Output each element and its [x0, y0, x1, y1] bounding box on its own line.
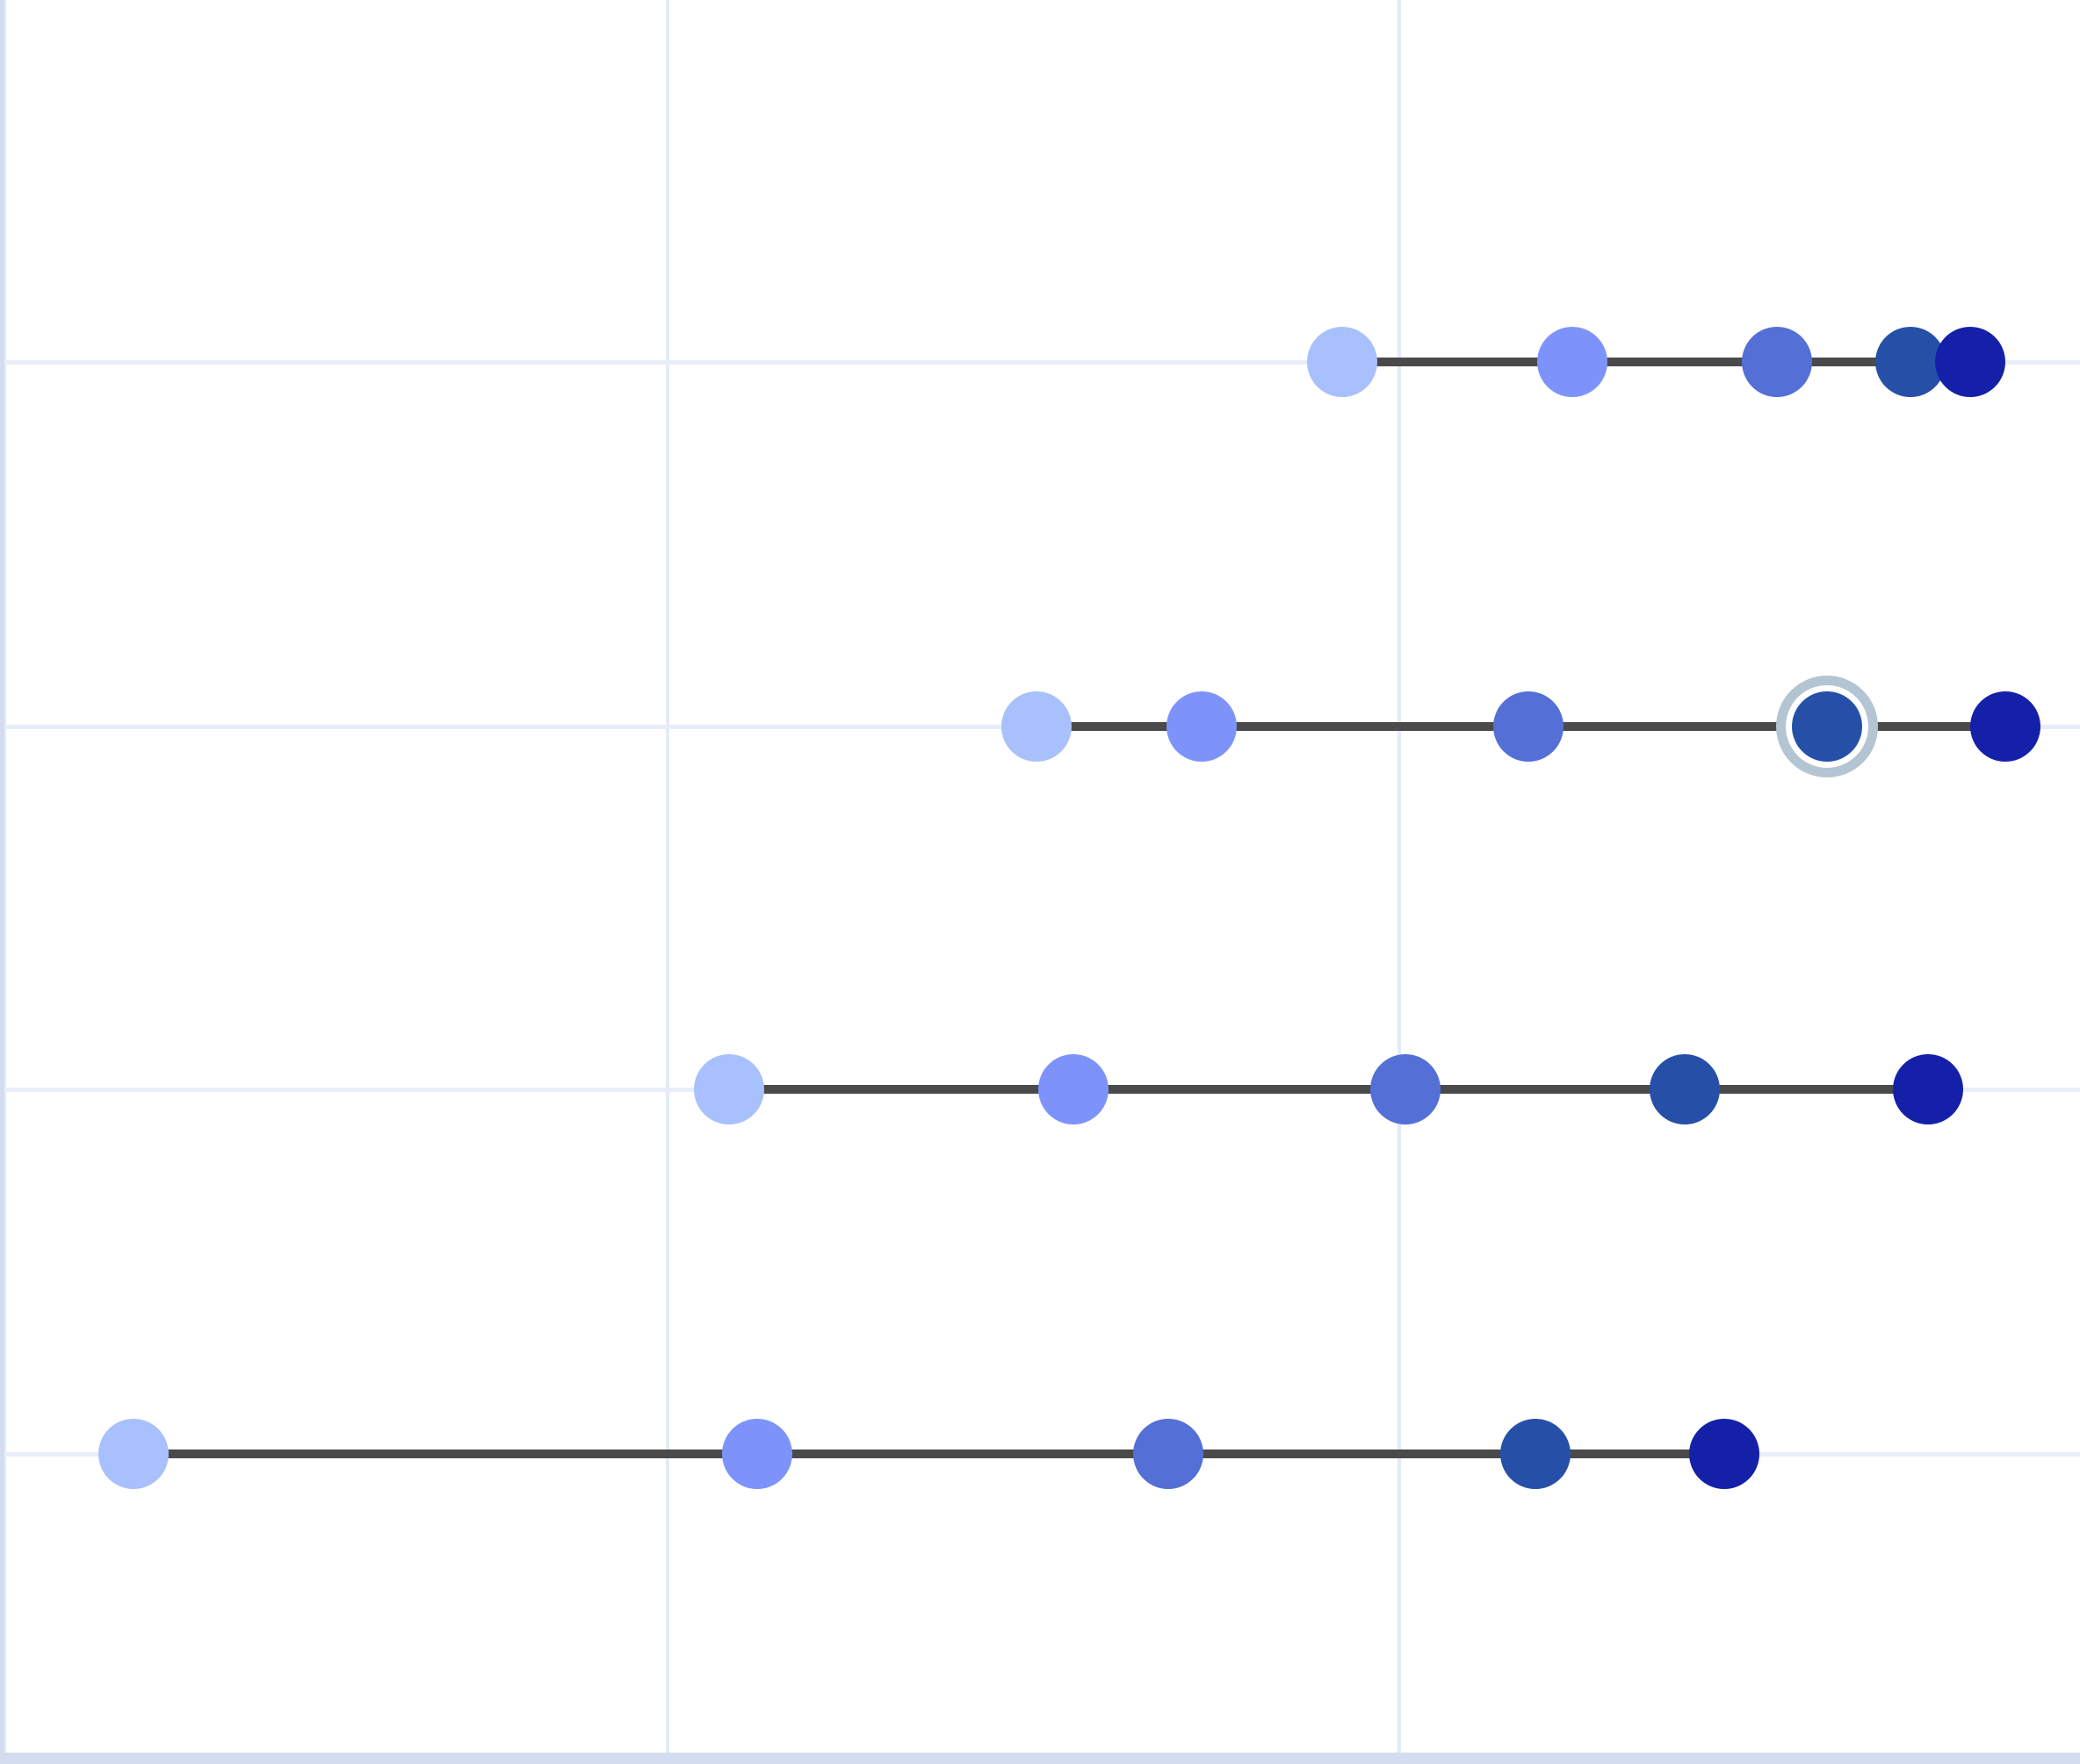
data-point-3-5[interactable] — [1893, 1054, 1963, 1124]
data-point-1-2[interactable] — [1537, 327, 1607, 397]
connector-line — [134, 1450, 1724, 1458]
data-point-1-3[interactable] — [1742, 327, 1812, 397]
data-point-4-3[interactable] — [1133, 1419, 1203, 1489]
data-point-2-3[interactable] — [1493, 691, 1564, 762]
connector-line — [729, 1085, 1928, 1094]
data-point-4-2[interactable] — [722, 1419, 792, 1489]
gridline-vertical-3 — [1398, 0, 1401, 1753]
data-point-2-2[interactable] — [1166, 691, 1237, 762]
data-point-1-5[interactable] — [1935, 327, 2005, 397]
gridline-vertical-1 — [3, 0, 6, 1753]
data-point-3-2[interactable] — [1038, 1054, 1109, 1124]
data-point-4-4[interactable] — [1500, 1419, 1571, 1489]
data-point-3-1[interactable] — [694, 1054, 764, 1124]
y-axis-line — [0, 0, 4, 1764]
data-point-2-4[interactable] — [1792, 691, 1862, 762]
data-point-3-3[interactable] — [1370, 1054, 1441, 1124]
connector-line — [1342, 358, 1970, 366]
data-point-2-5[interactable] — [1970, 691, 2040, 762]
data-point-3-4[interactable] — [1650, 1054, 1720, 1124]
data-point-1-1[interactable] — [1307, 327, 1377, 397]
gridline-vertical-2 — [666, 0, 669, 1753]
gridline-horizontal-1 — [0, 360, 2080, 365]
data-point-4-1[interactable] — [98, 1419, 169, 1489]
x-axis-line — [0, 1753, 2080, 1764]
data-point-2-1[interactable] — [1001, 691, 1072, 762]
data-point-1-4[interactable] — [1875, 327, 1946, 397]
data-point-4-5[interactable] — [1689, 1419, 1759, 1489]
